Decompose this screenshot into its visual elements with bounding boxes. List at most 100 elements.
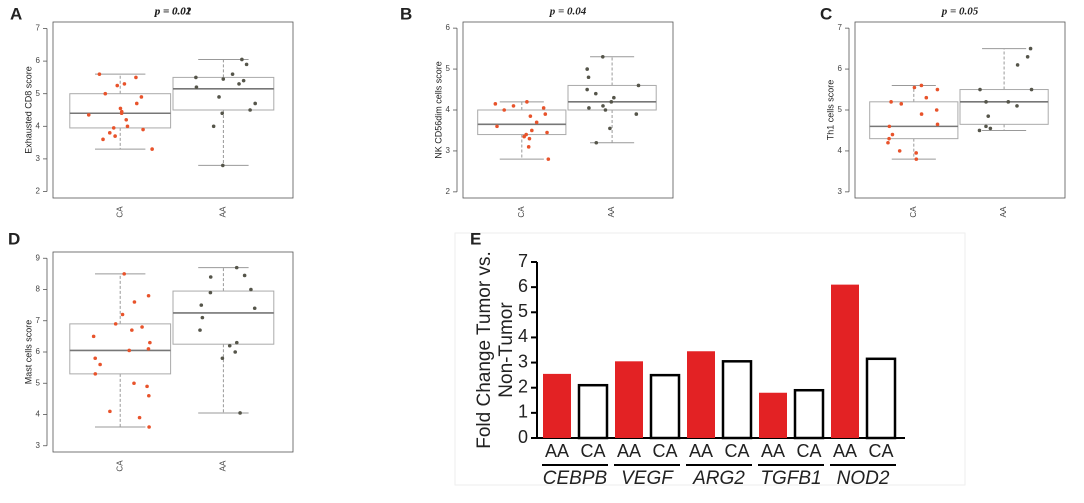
chart-title: p = 0.05 bbox=[941, 6, 979, 18]
box bbox=[959, 89, 1049, 125]
y-tick-label: 8 bbox=[36, 285, 41, 294]
point bbox=[897, 149, 902, 153]
point bbox=[609, 100, 614, 104]
point bbox=[217, 95, 221, 99]
y-tick-label: 4 bbox=[446, 105, 451, 114]
point bbox=[586, 75, 591, 80]
x-tick-label: AA bbox=[999, 206, 1008, 217]
y-tick-label: 6 bbox=[446, 23, 451, 32]
bar bbox=[577, 383, 609, 440]
point bbox=[608, 126, 612, 131]
panel-label: A bbox=[10, 4, 22, 23]
point bbox=[113, 322, 118, 326]
point bbox=[230, 72, 235, 76]
plot-frame bbox=[462, 21, 674, 199]
point bbox=[199, 303, 204, 307]
point bbox=[150, 147, 154, 151]
plot-frame bbox=[854, 21, 1066, 199]
y-tick-label: 7 bbox=[36, 316, 41, 325]
y-axis-label: Exhausted CD8 score bbox=[23, 66, 33, 154]
box bbox=[69, 323, 172, 375]
y-tick-label: 3 bbox=[518, 351, 528, 371]
y-tick-label: 3 bbox=[838, 187, 843, 196]
group-label: TGFB1 bbox=[760, 468, 821, 489]
point bbox=[600, 54, 605, 59]
box bbox=[477, 109, 567, 136]
bar bbox=[865, 357, 897, 440]
point bbox=[543, 112, 548, 116]
point bbox=[101, 137, 105, 142]
y-tick-label: 9 bbox=[36, 253, 41, 262]
y-tick-label: 7 bbox=[518, 251, 528, 271]
point bbox=[107, 131, 112, 135]
panel-e-frame bbox=[454, 232, 966, 486]
box bbox=[172, 76, 275, 111]
point bbox=[493, 102, 498, 106]
point bbox=[919, 83, 924, 88]
point bbox=[148, 340, 152, 345]
point bbox=[248, 108, 252, 112]
point bbox=[200, 315, 205, 320]
panel-label: D bbox=[8, 229, 20, 248]
point bbox=[634, 112, 639, 116]
point bbox=[541, 106, 546, 110]
x-tick-label: AA bbox=[761, 441, 785, 461]
x-tick-label: CA bbox=[115, 460, 124, 472]
point bbox=[252, 306, 257, 311]
point bbox=[137, 415, 142, 420]
bar bbox=[615, 361, 643, 438]
point bbox=[526, 145, 531, 149]
point bbox=[125, 124, 130, 129]
point bbox=[146, 293, 151, 298]
point bbox=[546, 157, 551, 161]
point bbox=[221, 163, 225, 168]
y-tick-label: 6 bbox=[36, 347, 41, 356]
point bbox=[118, 106, 123, 111]
x-tick-label: CA bbox=[115, 206, 124, 218]
point bbox=[1006, 100, 1011, 104]
y-tick-label: 3 bbox=[36, 441, 41, 450]
point bbox=[502, 108, 507, 112]
point bbox=[1029, 87, 1034, 92]
point bbox=[147, 393, 151, 398]
panel-label: B bbox=[400, 4, 412, 23]
x-tick-label: CA bbox=[580, 441, 605, 461]
point bbox=[886, 140, 890, 145]
point bbox=[914, 157, 919, 161]
bar bbox=[793, 388, 825, 440]
point bbox=[977, 128, 982, 133]
point bbox=[253, 101, 257, 106]
point bbox=[495, 124, 499, 129]
point bbox=[890, 132, 895, 137]
point bbox=[130, 328, 134, 332]
y-tick-label: 6 bbox=[36, 56, 41, 65]
point bbox=[935, 122, 940, 127]
y-tick-label: 0 bbox=[518, 427, 528, 447]
x-tick-label: CA bbox=[517, 206, 526, 218]
chart-title: p = 0.01 bbox=[154, 6, 192, 18]
point bbox=[115, 83, 120, 88]
point bbox=[93, 372, 98, 376]
point bbox=[140, 325, 144, 329]
x-tick-label: AA bbox=[833, 441, 857, 461]
point bbox=[234, 265, 239, 270]
y-axis-label: Th1 cells score bbox=[825, 80, 835, 141]
group-label: VEGF bbox=[621, 468, 674, 489]
point bbox=[119, 111, 124, 116]
point bbox=[194, 75, 198, 80]
point bbox=[986, 114, 991, 118]
x-tick-label: CA bbox=[724, 441, 749, 461]
point bbox=[978, 87, 982, 92]
point bbox=[134, 75, 138, 80]
bar bbox=[759, 392, 787, 438]
point bbox=[924, 95, 929, 100]
group-label: NOD2 bbox=[837, 468, 890, 489]
point bbox=[919, 112, 924, 116]
point bbox=[86, 113, 91, 117]
group-label: CEBPB bbox=[543, 468, 608, 489]
x-tick-label: CA bbox=[868, 441, 893, 461]
point bbox=[1025, 54, 1030, 59]
chart-title: p = 0.04 bbox=[549, 6, 587, 18]
point bbox=[91, 334, 96, 339]
point bbox=[208, 290, 213, 295]
